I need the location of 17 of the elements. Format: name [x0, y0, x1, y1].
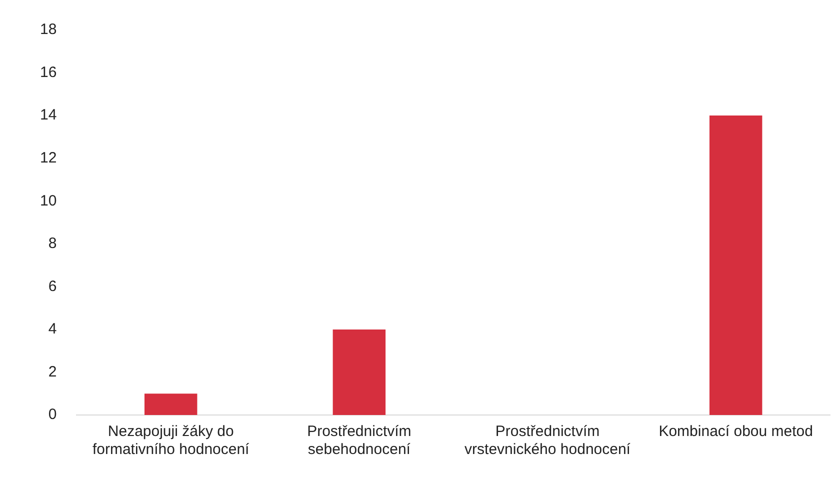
y-tick-label: 8 — [48, 235, 57, 252]
x-tick-label: Kombinací obou metod — [658, 423, 813, 440]
bar — [709, 116, 762, 415]
y-tick-label: 2 — [48, 363, 57, 380]
x-tick-label: Prostřednictvím vrstevnického hodnocení — [464, 423, 632, 458]
y-tick-label: 6 — [48, 278, 57, 295]
bar — [332, 329, 386, 415]
bar — [144, 394, 198, 415]
x-tick-label: Nezapojuji žáky do formativního hodnocení — [92, 423, 250, 458]
y-tick-label: 18 — [40, 21, 57, 38]
y-tick-label: 14 — [40, 106, 57, 124]
y-tick-label: 12 — [40, 149, 57, 166]
y-tick-label: 10 — [40, 192, 57, 210]
y-tick-label: 4 — [48, 320, 57, 338]
x-tick-label: Prostřednictvím sebehodnocení — [307, 423, 412, 458]
y-tick-label: 0 — [48, 406, 57, 424]
y-tick-label: 16 — [40, 64, 57, 81]
